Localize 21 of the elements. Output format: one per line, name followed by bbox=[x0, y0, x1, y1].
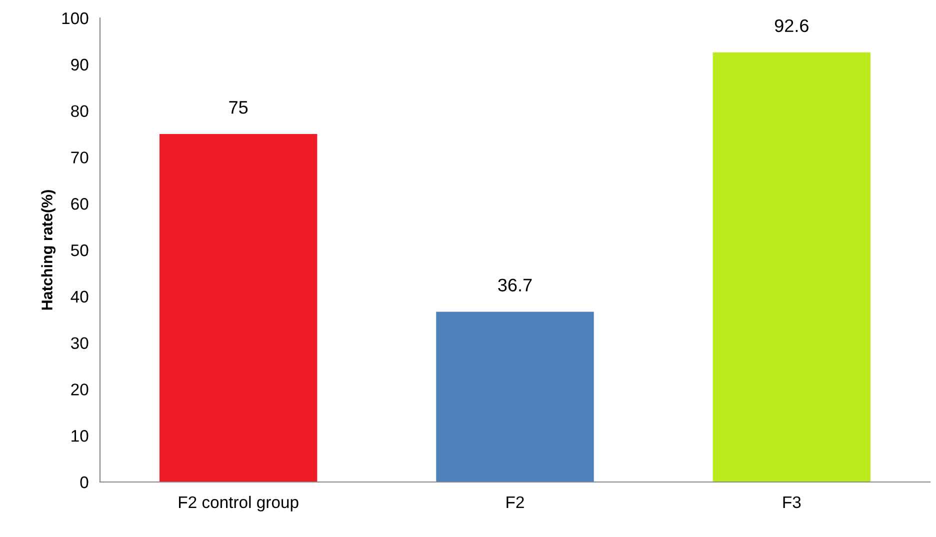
y-tick-label: 40 bbox=[70, 290, 88, 303]
x-tick-label: F3 bbox=[783, 496, 801, 508]
y-tick-label: 80 bbox=[71, 105, 88, 118]
bar bbox=[436, 312, 594, 482]
bar bbox=[712, 52, 871, 482]
y-tick-label: 30 bbox=[70, 337, 88, 350]
data-label: 92.6 bbox=[774, 19, 808, 32]
y-tick-label: 50 bbox=[71, 244, 88, 256]
y-tick-label: 0 bbox=[80, 476, 88, 488]
bar bbox=[159, 134, 318, 482]
y-tick-label: 20 bbox=[71, 384, 88, 396]
y-tick-label: 100 bbox=[62, 12, 88, 24]
x-tick-label: F2 bbox=[506, 496, 524, 508]
data-label: 36.7 bbox=[498, 278, 532, 292]
y-tick-label: 10 bbox=[72, 430, 88, 442]
y-axis-title: Hatching rate(%) bbox=[41, 190, 56, 310]
data-label: 75 bbox=[229, 101, 248, 114]
y-tick-label: 70 bbox=[71, 152, 88, 164]
y-tick-label: 60 bbox=[71, 198, 88, 210]
x-tick-label: F2 control group bbox=[179, 496, 298, 512]
y-tick-label: 90 bbox=[71, 58, 88, 71]
